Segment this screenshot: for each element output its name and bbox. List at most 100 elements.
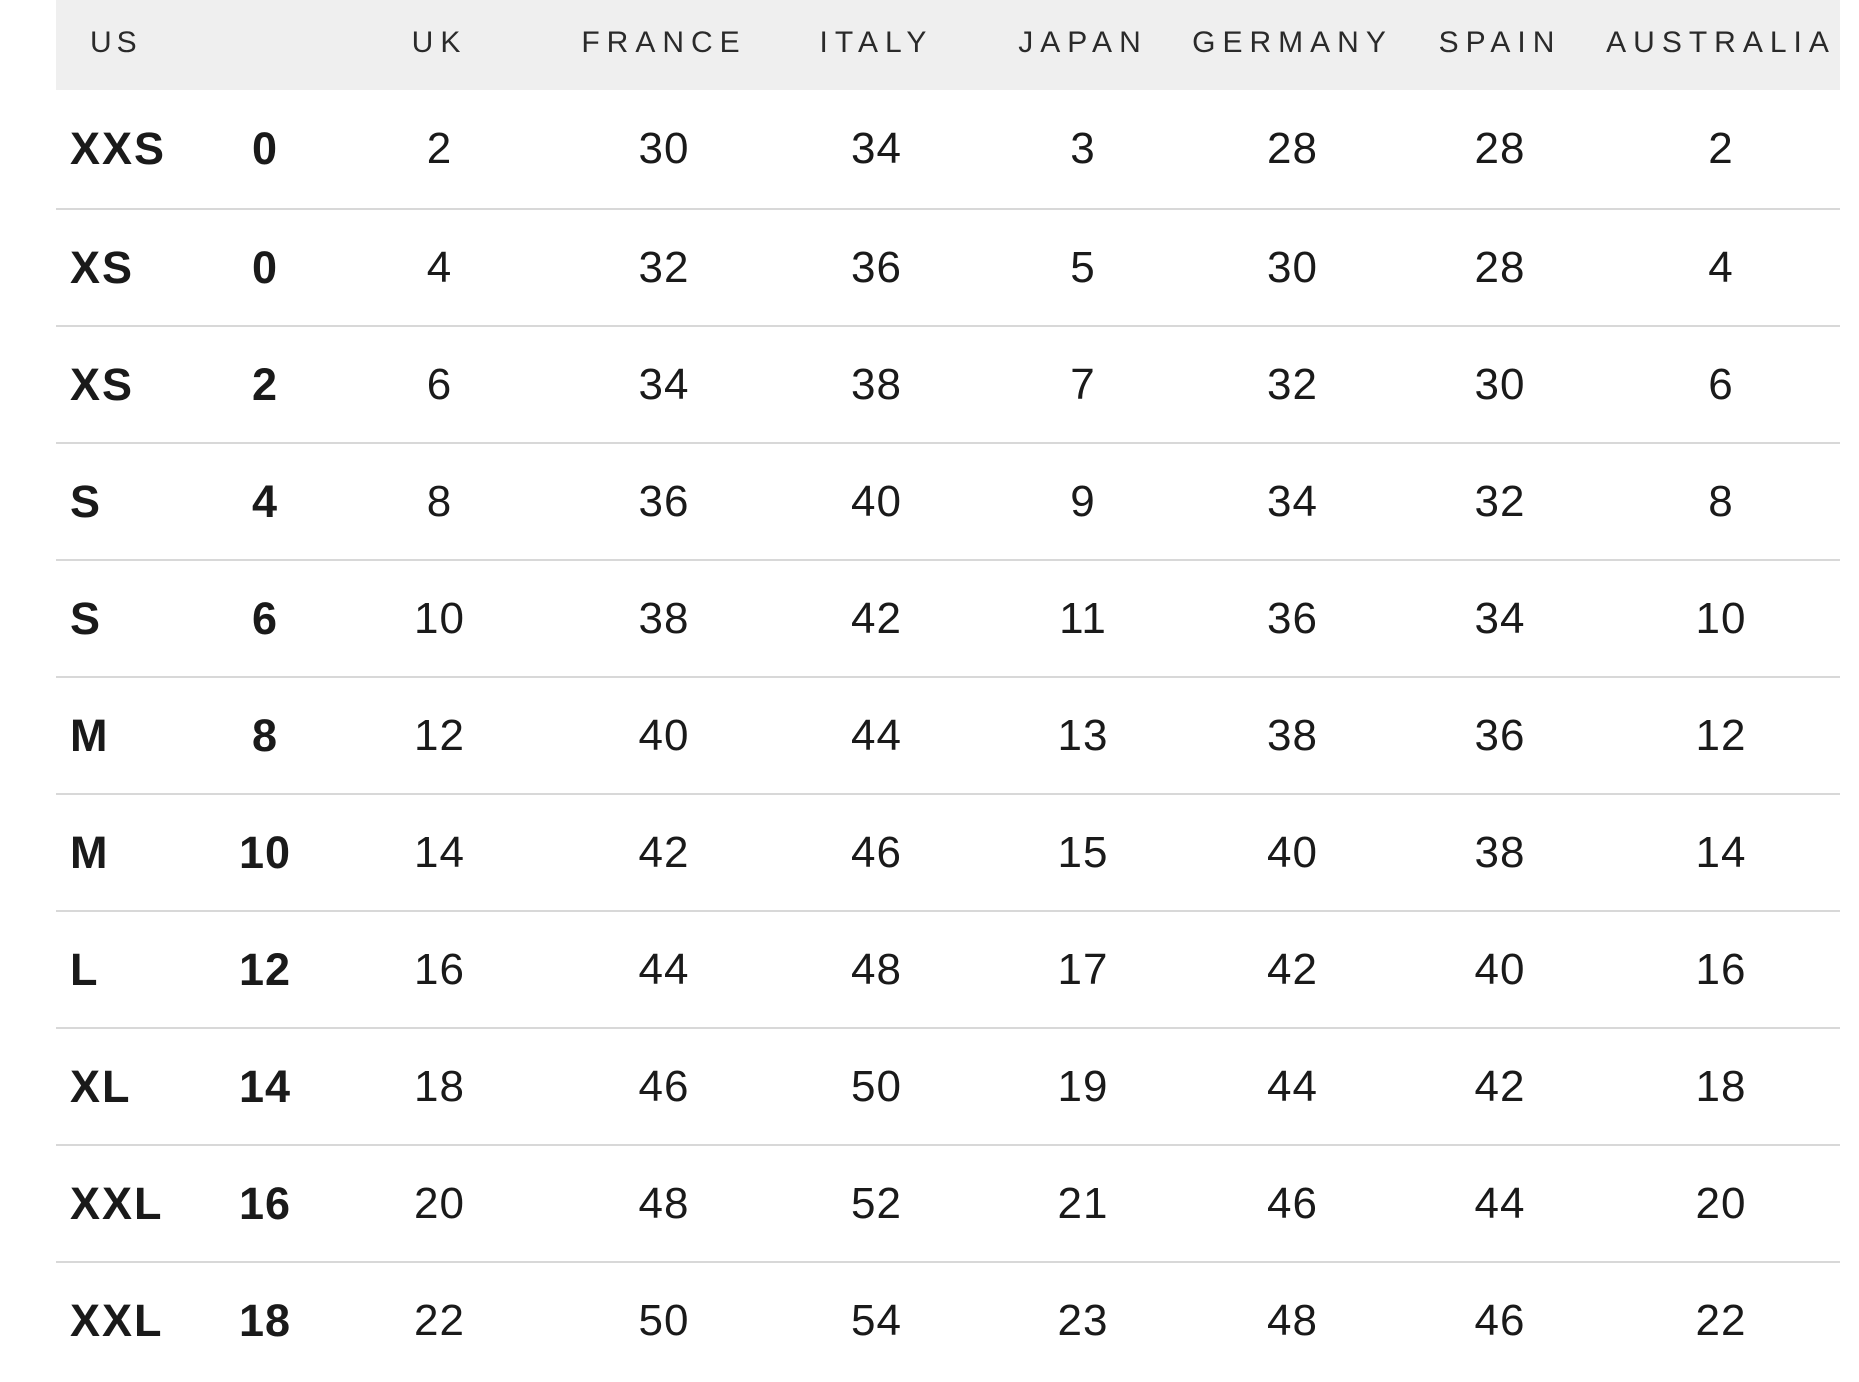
cell-us_size: XS [70, 241, 135, 293]
cell-italy: 34 [851, 124, 902, 173]
cell-spain: 36 [1474, 710, 1526, 760]
cell-spain: 28 [1474, 124, 1526, 173]
table-row: XXS 0 2 30 34 3 28 28 2 [56, 90, 1840, 209]
cell-italy: 46 [851, 827, 902, 877]
cell-us_number: 4 [251, 475, 279, 527]
cell-germany: 32 [1267, 359, 1318, 409]
cell-japan: 7 [1070, 359, 1096, 409]
table-row: XXL 16 20 48 52 21 46 44 20 [56, 1145, 1840, 1262]
cell-uk: 20 [414, 1178, 465, 1228]
header-us_number [205, 0, 325, 90]
header-italy: ITALY [774, 0, 979, 90]
cell-germany: 40 [1267, 827, 1318, 877]
table-row: XL 14 18 46 50 19 44 42 18 [56, 1028, 1840, 1145]
table-row: XS 0 4 32 36 5 30 28 4 [56, 209, 1840, 326]
cell-uk: 14 [414, 827, 465, 877]
cell-australia: 6 [1708, 359, 1734, 409]
cell-uk: 6 [426, 359, 453, 409]
cell-us_size: M [70, 709, 110, 761]
cell-us_number: 18 [238, 1294, 292, 1346]
table-row: M 10 14 42 46 15 40 38 14 [56, 794, 1840, 911]
header-australia: AUSTRALIA [1602, 0, 1840, 90]
cell-us_number: 0 [251, 241, 279, 293]
cell-australia: 20 [1695, 1178, 1747, 1228]
cell-italy: 40 [851, 476, 902, 526]
cell-germany: 42 [1267, 944, 1318, 994]
cell-germany: 28 [1267, 124, 1318, 173]
cell-france: 46 [638, 1061, 690, 1111]
cell-spain: 32 [1474, 476, 1526, 526]
cell-spain: 38 [1474, 827, 1526, 877]
cell-france: 50 [638, 1295, 690, 1345]
cell-france: 42 [638, 827, 690, 877]
cell-japan: 21 [1057, 1178, 1109, 1228]
cell-japan: 11 [1059, 593, 1107, 643]
cell-italy: 54 [851, 1295, 902, 1345]
header-japan: JAPAN [979, 0, 1187, 90]
cell-germany: 30 [1267, 242, 1318, 292]
cell-australia: 4 [1708, 242, 1734, 292]
cell-us_number: 10 [238, 826, 292, 878]
table-row: S 6 10 38 42 11 36 34 10 [56, 560, 1840, 677]
table-row: M 8 12 40 44 13 38 36 12 [56, 677, 1840, 794]
cell-uk: 8 [426, 476, 453, 526]
cell-spain: 28 [1474, 242, 1526, 292]
cell-japan: 23 [1057, 1295, 1109, 1345]
cell-us_size: S [70, 475, 103, 527]
cell-italy: 36 [851, 242, 902, 292]
table-row: S 4 8 36 40 9 34 32 8 [56, 443, 1840, 560]
cell-us_size: XS [70, 358, 135, 410]
cell-us_number: 12 [238, 943, 292, 995]
cell-us_size: XXL [70, 1294, 164, 1346]
cell-us_number: 0 [251, 123, 279, 174]
cell-france: 30 [638, 124, 690, 173]
cell-germany: 38 [1267, 710, 1318, 760]
cell-spain: 46 [1474, 1295, 1526, 1345]
cell-us_size: M [70, 826, 110, 878]
cell-australia: 22 [1695, 1295, 1747, 1345]
cell-uk: 2 [426, 124, 453, 173]
cell-uk: 10 [414, 593, 465, 643]
size-conversion-table: US UK FRANCE ITALY JAPAN GERMANY SPAIN AUSTRALI… [56, 0, 1840, 1378]
cell-us_size: XXS [70, 123, 167, 174]
cell-germany: 48 [1267, 1295, 1318, 1345]
cell-australia: 18 [1695, 1061, 1747, 1111]
cell-us_size: L [70, 943, 100, 995]
cell-us_number: 6 [251, 592, 279, 644]
cell-spain: 40 [1474, 944, 1526, 994]
cell-italy: 42 [851, 593, 902, 643]
cell-germany: 44 [1267, 1061, 1318, 1111]
cell-france: 40 [638, 710, 690, 760]
cell-japan: 5 [1070, 242, 1096, 292]
cell-japan: 17 [1057, 944, 1109, 994]
cell-us_number: 16 [238, 1177, 292, 1229]
cell-japan: 13 [1057, 710, 1109, 760]
cell-spain: 44 [1474, 1178, 1526, 1228]
cell-france: 48 [638, 1178, 690, 1228]
table-row: L 12 16 44 48 17 42 40 16 [56, 911, 1840, 1028]
header-germany: GERMANY [1187, 0, 1398, 90]
cell-uk: 4 [426, 242, 453, 292]
cell-us_number: 2 [251, 358, 279, 410]
cell-australia: 14 [1695, 827, 1747, 877]
cell-us_size: S [70, 592, 103, 644]
cell-us_size: XXL [70, 1177, 164, 1229]
cell-france: 36 [638, 476, 690, 526]
cell-australia: 10 [1695, 593, 1747, 643]
cell-france: 34 [638, 359, 690, 409]
cell-germany: 36 [1267, 593, 1318, 643]
cell-japan: 15 [1057, 827, 1109, 877]
cell-australia: 2 [1708, 124, 1734, 173]
cell-italy: 52 [851, 1178, 902, 1228]
header-row: US UK FRANCE ITALY JAPAN GERMANY SPAIN AUSTRALI… [56, 0, 1840, 90]
cell-italy: 50 [851, 1061, 902, 1111]
cell-australia: 16 [1695, 944, 1747, 994]
cell-japan: 19 [1057, 1061, 1109, 1111]
cell-italy: 48 [851, 944, 902, 994]
table-header: US UK FRANCE ITALY JAPAN GERMANY SPAIN AUSTRALI… [56, 0, 1840, 90]
cell-uk: 22 [414, 1295, 465, 1345]
header-us_size: US [56, 0, 205, 90]
cell-italy: 44 [851, 710, 902, 760]
cell-spain: 34 [1474, 593, 1526, 643]
cell-uk: 12 [414, 710, 465, 760]
